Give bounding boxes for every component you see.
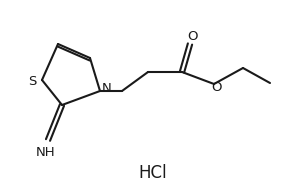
Text: S: S <box>28 74 36 87</box>
Text: N: N <box>102 82 112 94</box>
Text: NH: NH <box>36 146 56 160</box>
Text: O: O <box>211 81 221 93</box>
Text: HCl: HCl <box>139 164 167 182</box>
Text: O: O <box>187 30 197 43</box>
